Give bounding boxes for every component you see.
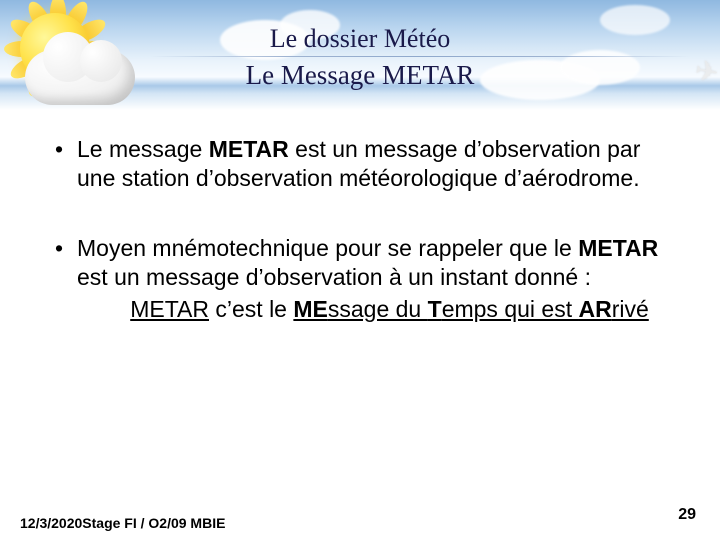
footer-date-stage: 12/3/2020Stage FI / O2/09 MBIE [20, 515, 225, 532]
bullet-text: Le message METAR est un message d’observ… [77, 135, 680, 194]
slide-number: 29 [678, 506, 696, 524]
slide: ✈ Le dossier Météo Le Message METAR •Le … [0, 0, 720, 540]
bullet-marker: • [55, 135, 77, 194]
title-block: Le dossier Météo Le Message METAR [0, 24, 720, 91]
header-banner: ✈ Le dossier Météo Le Message METAR [0, 0, 720, 110]
bullet-item: •Le message METAR est un message d’obser… [55, 135, 680, 194]
slide-subtitle: Le Message METAR [0, 60, 720, 91]
bullet-item: •Moyen mnémotechnique pour se rappeler q… [55, 234, 680, 324]
bullet-text: Moyen mnémotechnique pour se rappeler qu… [77, 234, 680, 324]
mnemonic-line: METAR c’est le MEssage du Temps qui est … [77, 295, 680, 324]
bullet-marker: • [55, 234, 77, 324]
slide-body: •Le message METAR est un message d’obser… [55, 135, 680, 364]
slide-title: Le dossier Météo [0, 24, 720, 54]
